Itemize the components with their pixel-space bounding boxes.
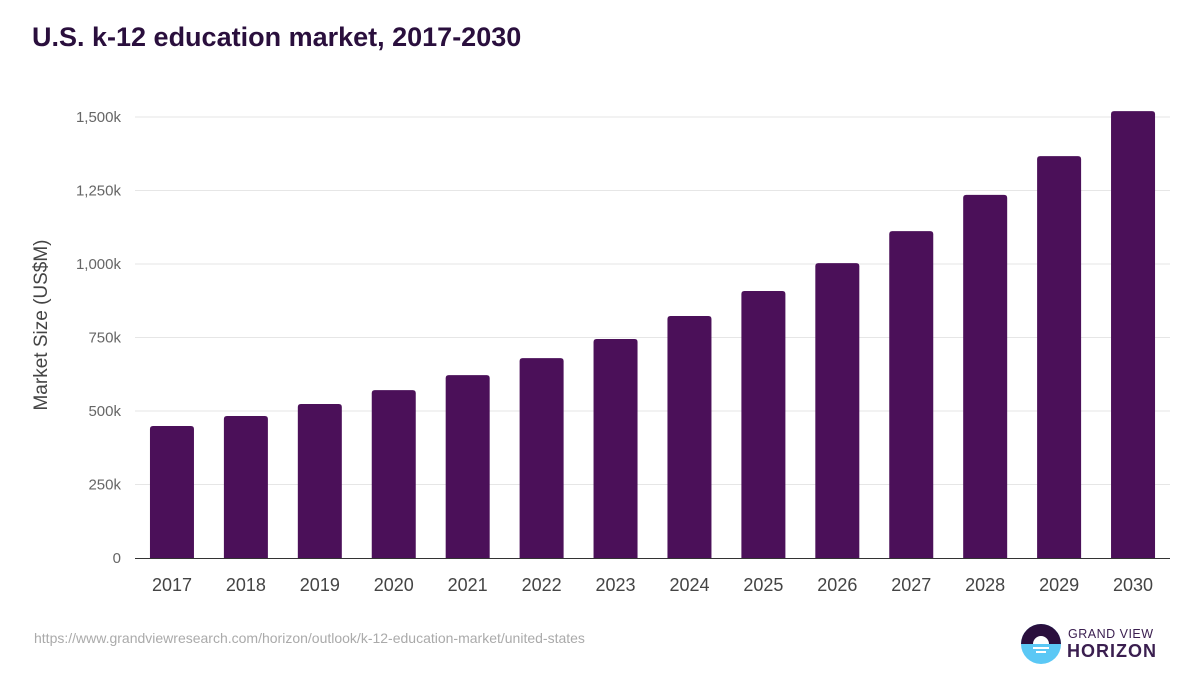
- y-tick-label: 1,250k: [76, 183, 122, 200]
- x-tick-label: 2019: [300, 575, 340, 595]
- x-tick-label: 2021: [448, 575, 488, 595]
- x-tick-label: 2028: [965, 575, 1005, 595]
- bar-2023: [593, 338, 638, 558]
- bar-2029: [1037, 156, 1082, 559]
- y-tick-label: 1,500k: [76, 109, 122, 126]
- chart-title: U.S. k-12 education market, 2017-2030: [32, 22, 522, 52]
- y-tick-label: 1,000k: [76, 256, 122, 273]
- x-tick-label: 2027: [891, 575, 931, 595]
- logo-text-grand-view: GRAND VIEW: [1068, 627, 1154, 641]
- x-tick-label: 2024: [669, 575, 709, 595]
- grand-view-horizon-logo: GRAND VIEW HORIZON: [1020, 623, 1160, 665]
- y-tick-label: 500k: [88, 403, 121, 420]
- bar-2028: [963, 194, 1008, 558]
- bar-2026: [815, 263, 860, 558]
- x-tick-label: 2018: [226, 575, 266, 595]
- x-tick-label: 2030: [1113, 575, 1153, 595]
- x-tick-label: 2025: [743, 575, 783, 595]
- bar-2021: [445, 375, 490, 558]
- horizon-logo-icon: [1021, 624, 1061, 664]
- bar-2022: [519, 358, 564, 558]
- x-tick-label: 2029: [1039, 575, 1079, 595]
- bar-2027: [889, 231, 934, 558]
- x-tick-label: 2026: [817, 575, 857, 595]
- bar-2018: [223, 415, 268, 558]
- bar-2019: [297, 403, 342, 558]
- logo-text-horizon: HORIZON: [1067, 641, 1157, 661]
- y-tick-label: 250k: [88, 477, 121, 494]
- bar-2017: [149, 425, 194, 558]
- x-tick-label: 2022: [522, 575, 562, 595]
- bar-2020: [371, 390, 416, 558]
- x-tick-label: 2023: [596, 575, 636, 595]
- bar-2030: [1111, 111, 1156, 559]
- y-tick-label: 0: [113, 550, 121, 567]
- source-link[interactable]: https://www.grandviewresearch.com/horizo…: [34, 630, 585, 646]
- bar-2024: [667, 316, 712, 558]
- y-axis-label: Market Size (US$M): [31, 239, 52, 410]
- x-tick-label: 2017: [152, 575, 192, 595]
- y-tick-label: 750k: [88, 330, 121, 347]
- x-tick-label: 2020: [374, 575, 414, 595]
- bar-2025: [741, 291, 786, 558]
